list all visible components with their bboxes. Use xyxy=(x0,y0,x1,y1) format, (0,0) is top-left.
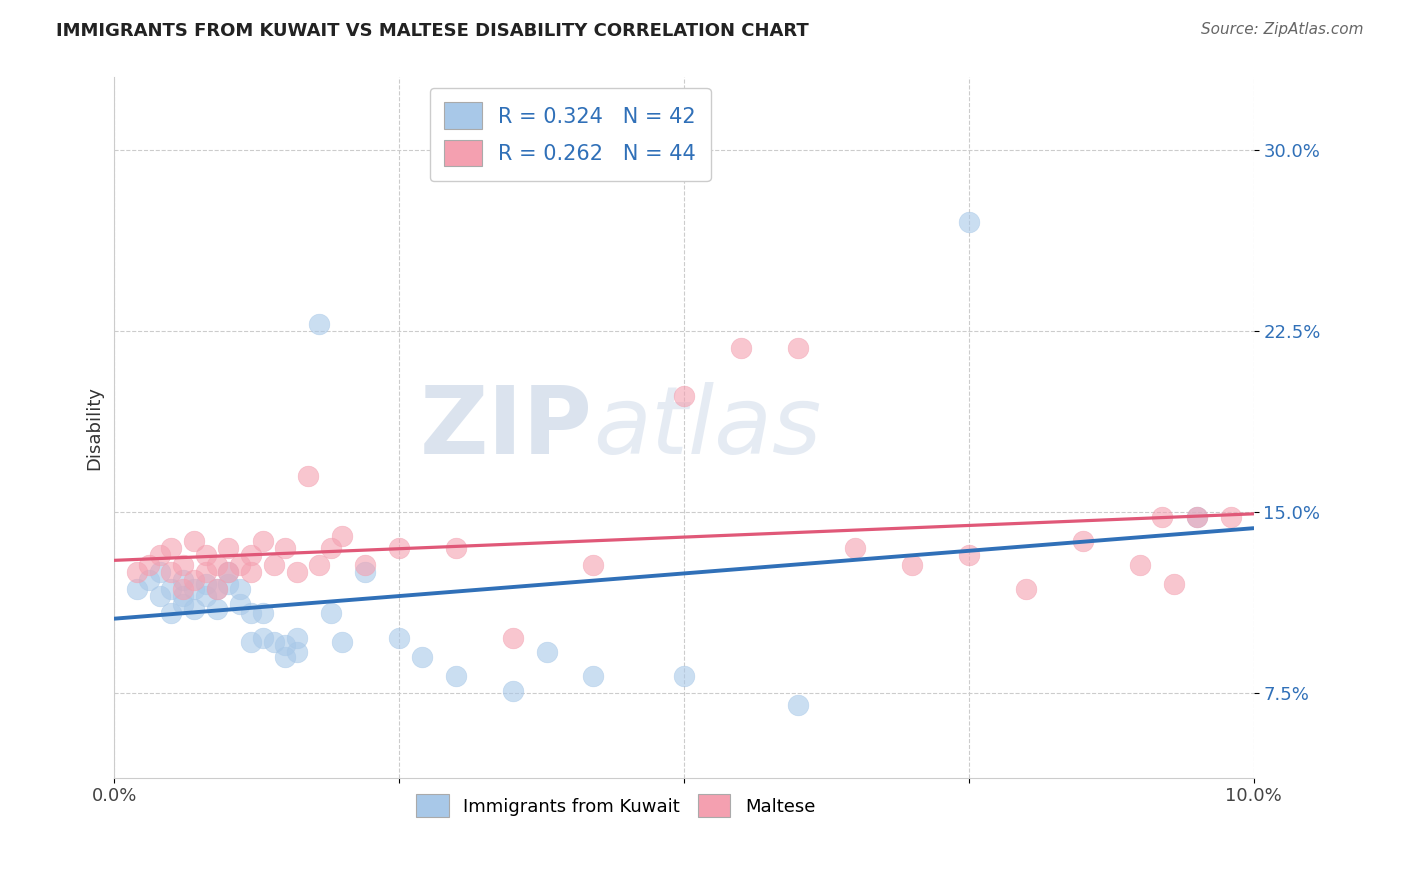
Point xyxy=(297,468,319,483)
Point xyxy=(1015,582,1038,597)
Point xyxy=(957,549,980,563)
Point xyxy=(149,590,172,604)
Point xyxy=(330,529,353,543)
Point xyxy=(217,541,239,556)
Point xyxy=(1219,509,1241,524)
Point xyxy=(263,558,285,573)
Point xyxy=(536,645,558,659)
Point xyxy=(1152,509,1174,524)
Point xyxy=(205,601,228,615)
Point xyxy=(217,566,239,580)
Point xyxy=(354,558,377,573)
Point xyxy=(194,549,217,563)
Point xyxy=(205,582,228,597)
Point xyxy=(672,669,695,683)
Point xyxy=(388,631,411,645)
Point xyxy=(330,635,353,649)
Point xyxy=(388,541,411,556)
Point xyxy=(138,573,160,587)
Point xyxy=(217,577,239,591)
Point xyxy=(138,558,160,573)
Point xyxy=(1163,577,1185,591)
Point xyxy=(582,669,605,683)
Y-axis label: Disability: Disability xyxy=(86,385,103,469)
Point xyxy=(957,215,980,229)
Point xyxy=(444,669,467,683)
Point xyxy=(205,558,228,573)
Point xyxy=(444,541,467,556)
Point xyxy=(183,582,205,597)
Point xyxy=(252,631,274,645)
Point xyxy=(787,341,810,355)
Point xyxy=(240,607,263,621)
Legend: Immigrants from Kuwait, Maltese: Immigrants from Kuwait, Maltese xyxy=(409,787,823,824)
Point xyxy=(228,582,250,597)
Point xyxy=(319,541,342,556)
Point xyxy=(1185,509,1208,524)
Point xyxy=(172,590,194,604)
Point xyxy=(160,582,183,597)
Point xyxy=(172,573,194,587)
Point xyxy=(252,607,274,621)
Point xyxy=(502,631,524,645)
Point xyxy=(274,541,297,556)
Point xyxy=(1185,509,1208,524)
Point xyxy=(194,566,217,580)
Point xyxy=(411,649,433,664)
Point xyxy=(183,573,205,587)
Point xyxy=(844,541,866,556)
Point xyxy=(160,607,183,621)
Point xyxy=(160,566,183,580)
Text: Source: ZipAtlas.com: Source: ZipAtlas.com xyxy=(1201,22,1364,37)
Point xyxy=(274,638,297,652)
Point xyxy=(149,549,172,563)
Point xyxy=(205,582,228,597)
Point xyxy=(308,317,330,331)
Point xyxy=(582,558,605,573)
Point xyxy=(502,683,524,698)
Point xyxy=(217,566,239,580)
Point xyxy=(672,389,695,403)
Point xyxy=(787,698,810,713)
Point xyxy=(263,635,285,649)
Point xyxy=(240,635,263,649)
Point xyxy=(240,566,263,580)
Text: ZIP: ZIP xyxy=(420,382,593,474)
Point xyxy=(228,597,250,611)
Text: atlas: atlas xyxy=(593,382,821,473)
Point xyxy=(319,607,342,621)
Point xyxy=(149,566,172,580)
Point xyxy=(1071,533,1094,548)
Point xyxy=(183,533,205,548)
Point xyxy=(160,541,183,556)
Point xyxy=(901,558,924,573)
Point xyxy=(172,597,194,611)
Point xyxy=(308,558,330,573)
Point xyxy=(285,566,308,580)
Point xyxy=(274,649,297,664)
Point xyxy=(1129,558,1152,573)
Point xyxy=(194,590,217,604)
Point xyxy=(252,533,274,548)
Point xyxy=(285,645,308,659)
Point xyxy=(172,582,194,597)
Point xyxy=(194,577,217,591)
Point xyxy=(285,631,308,645)
Text: IMMIGRANTS FROM KUWAIT VS MALTESE DISABILITY CORRELATION CHART: IMMIGRANTS FROM KUWAIT VS MALTESE DISABI… xyxy=(56,22,808,40)
Point xyxy=(354,566,377,580)
Point xyxy=(172,558,194,573)
Point xyxy=(240,549,263,563)
Point xyxy=(127,582,149,597)
Point xyxy=(730,341,752,355)
Point xyxy=(127,566,149,580)
Point xyxy=(183,601,205,615)
Point xyxy=(228,558,250,573)
